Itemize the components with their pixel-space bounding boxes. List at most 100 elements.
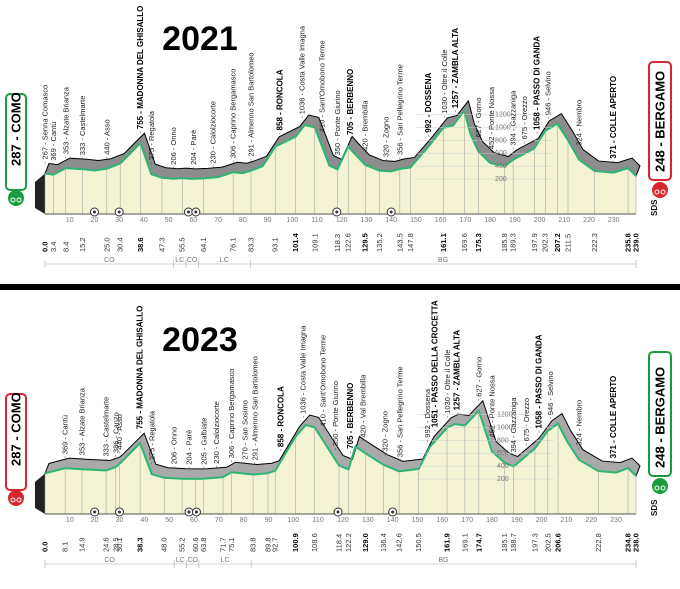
- profile-left-wall: [35, 473, 45, 514]
- place-elev: 205: [199, 452, 208, 465]
- svg-text:755 - MADONNA DEL GHISALLO: 755 - MADONNA DEL GHISALLO: [136, 306, 145, 430]
- km-tick-label: 147.8: [406, 233, 415, 252]
- svg-text:992 - Dossena: 992 - Dossena: [423, 388, 432, 438]
- svg-text:1257 - ZAMBLA ALTA: 1257 - ZAMBLA ALTA: [451, 28, 460, 109]
- place-label: 858 - RONCOLA: [275, 69, 284, 135]
- place-label: 858 - RONCOLA: [276, 386, 285, 452]
- svg-text:946 - Selvino: 946 - Selvino: [544, 71, 553, 115]
- km-tick-label: 48.0: [160, 537, 169, 552]
- place-elev: 369: [49, 148, 58, 161]
- axis-tick-label: 20: [91, 217, 99, 224]
- place-name: Calolziocorte: [209, 101, 218, 144]
- region-label: CO: [187, 257, 198, 264]
- km-tick-label: 71.7: [219, 537, 228, 552]
- start-name: COMO: [9, 392, 24, 432]
- place-elev: 420: [361, 138, 370, 151]
- km-tick-label: 24.6: [102, 537, 111, 552]
- km-tick-label: 169.6: [460, 233, 469, 252]
- place-name: Gorno: [474, 357, 483, 378]
- km-tick-label: 129.0: [361, 533, 370, 552]
- place-elev: 858: [276, 433, 285, 447]
- place-name: San Pellegrino Terme: [396, 366, 405, 438]
- place-elev: 1257: [453, 392, 462, 410]
- km-tick-label: 206.6: [554, 533, 563, 552]
- place-elev: 350: [333, 143, 342, 156]
- km-tick-label: 15.2: [78, 237, 87, 252]
- place-name: Dossena: [423, 388, 432, 418]
- place-elev: 394: [509, 440, 518, 453]
- elevation-grid-label: 1000: [497, 424, 513, 431]
- elevation-grid: 1200 1000 800 600 400 200: [415, 111, 552, 183]
- place-name: Calolziocorte: [212, 401, 221, 444]
- place-elev: 1257: [451, 90, 460, 108]
- place-name: Brembilla: [361, 100, 370, 132]
- profile-line: [44, 108, 637, 180]
- finish-name: BERGAMO: [653, 71, 668, 139]
- place-label: 306 - Caprino Bergamasco: [229, 69, 238, 163]
- svg-text:291 - Almenno San Bartolomeo: 291 - Almenno San Bartolomeo: [250, 356, 259, 460]
- route-marker-icon: [191, 507, 201, 517]
- km-tick-label: 197.9: [530, 233, 539, 252]
- svg-text:420 - Brembilla: 420 - Brembilla: [361, 100, 370, 151]
- place-name: Ponte Giurino: [331, 381, 340, 427]
- svg-text:440 - Asso: 440 - Asso: [115, 414, 124, 449]
- km-tick-label: 235.8: [624, 233, 633, 252]
- finish-name: BERGAMO: [653, 367, 668, 435]
- svg-text:291 - Almenno San Bartolomeo: 291 - Almenno San Bartolomeo: [246, 52, 255, 156]
- axis-tick-label: 10: [66, 217, 74, 224]
- place-name: Ponte Giurino: [333, 90, 342, 136]
- km-tick-label: 30.1: [115, 537, 124, 552]
- place-elev: 992: [423, 425, 432, 438]
- region-label: LC: [221, 557, 230, 564]
- place-name: Orezzo: [522, 398, 531, 422]
- svg-text:386 - Canzo: 386 - Canzo: [111, 412, 120, 453]
- place-elev: 410: [317, 120, 326, 133]
- axis-tick-label: 90: [264, 217, 272, 224]
- place-elev: 356: [396, 445, 405, 458]
- axis-tick-label: 30: [115, 217, 123, 224]
- place-name: ZAMBLA ALTA: [453, 330, 462, 386]
- place-elev: 371: [609, 445, 618, 459]
- place-label: 992 - Dossena: [423, 388, 432, 442]
- km-tick-label: 122.2: [344, 533, 353, 552]
- svg-text:320 - Zogno: 320 - Zogno: [381, 411, 390, 451]
- place-elev: 440: [102, 142, 111, 155]
- svg-text:356 - San Pellegrino Terme: 356 - San Pellegrino Terme: [396, 366, 405, 457]
- place-elev: 394: [509, 133, 518, 146]
- place-label: 333 - Castelmarte: [102, 397, 111, 461]
- start-badge: 287 - COMO: [5, 92, 27, 206]
- route-marker-icon: [90, 507, 100, 517]
- km-tick-label: 188.7: [509, 533, 518, 552]
- place-name: DOSSENA: [424, 73, 433, 113]
- place-name: Regatola: [147, 110, 156, 141]
- drop-lines: [44, 110, 637, 214]
- place-name: Almenno San Bartolomeo: [250, 356, 259, 441]
- place-label: 946 - Selvino: [544, 71, 553, 120]
- svg-text:410 - Sant'Omobono Terme: 410 - Sant'Omobono Terme: [319, 335, 328, 427]
- place-label: 320 - Zogno: [382, 117, 391, 162]
- finish-elev: 248: [653, 150, 668, 172]
- place-label: 333 - Castelmarte: [78, 96, 87, 160]
- km-tick-label: 30.4: [116, 237, 125, 252]
- place-label: 230 - Calolziocorte: [209, 101, 218, 168]
- place-elev: 267: [41, 147, 50, 160]
- place-label: 1036 - Costa Valle Imagna: [299, 325, 308, 418]
- place-name: Oltre il Colle: [440, 49, 449, 90]
- region-label: LC: [176, 557, 185, 564]
- axis-tick-label: 70: [215, 517, 223, 524]
- svg-text:369 - Cantù: 369 - Cantù: [61, 415, 70, 454]
- place-name: Alzate Brianza: [77, 387, 86, 436]
- place-name: Regatola: [147, 410, 156, 441]
- axis-tick-label: 50: [165, 217, 173, 224]
- place-name: Onno: [169, 127, 178, 145]
- place-name: San Sosimo: [240, 400, 249, 440]
- elevation-profile-chart: 2023 1200 1000 800 600 400 200 10 20 30 40 50 60 70 80…: [5, 300, 672, 568]
- axis-tick-label: 70: [214, 217, 222, 224]
- region-label: CO: [104, 557, 115, 564]
- axis-tick-label: 130: [361, 217, 373, 224]
- place-name: Castelmarte: [78, 96, 87, 136]
- svg-text:1257 - ZAMBLA ALTA: 1257 - ZAMBLA ALTA: [453, 330, 462, 411]
- km-tick-label: 83.3: [246, 237, 255, 252]
- place-label: 306 - Caprino Bergamasco: [227, 369, 236, 463]
- axis-tick-label: 20: [91, 517, 99, 524]
